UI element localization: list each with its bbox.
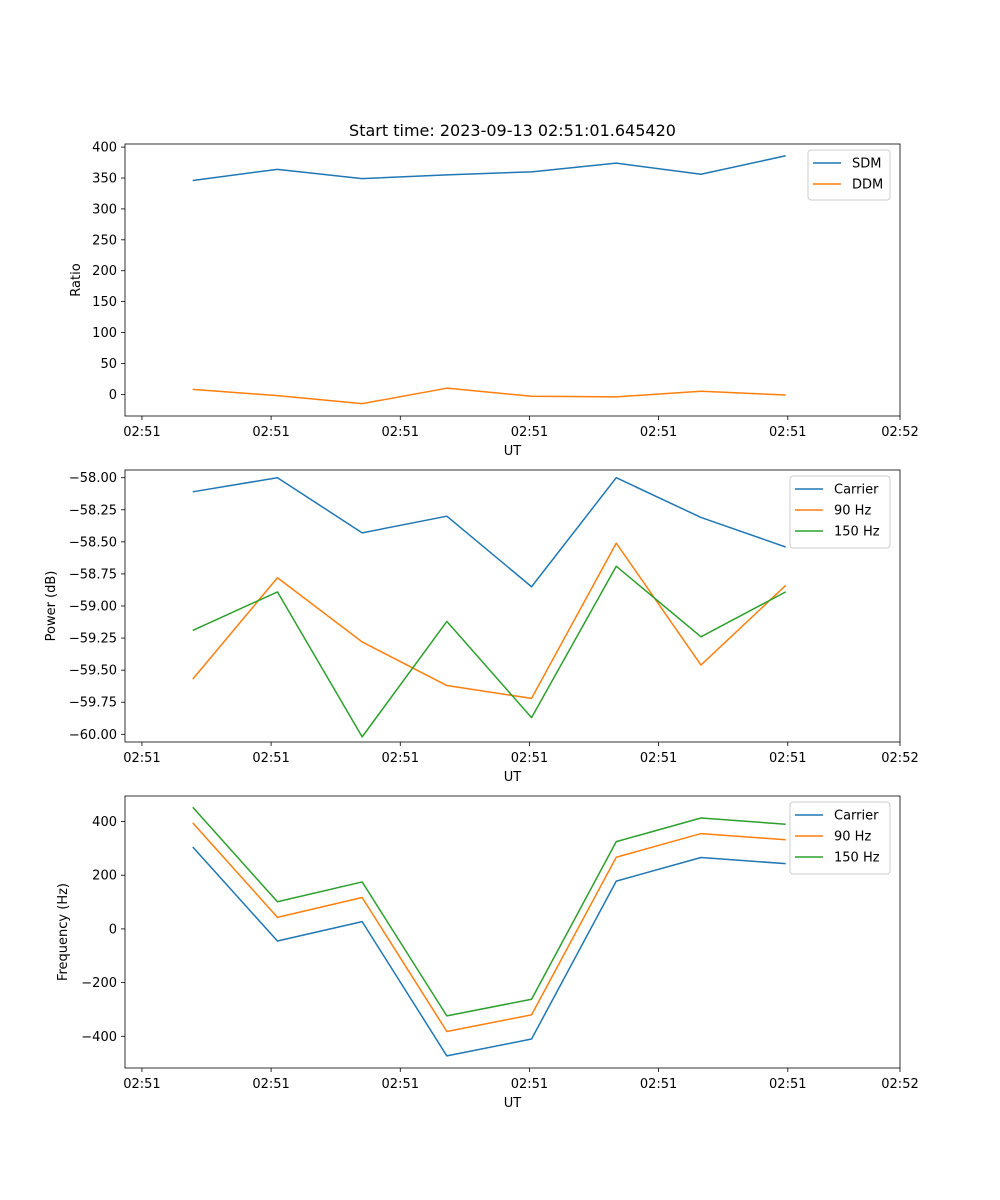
x-tick-label: 02:51 <box>511 425 548 440</box>
subplot-ratio: 02:51 02:51 02:51 02:51 02:51 02:51 02:52 0 50 10… <box>69 141 919 459</box>
y-tick-label: −59.25 <box>69 632 117 647</box>
legend-box <box>789 801 891 875</box>
series-line-carrier <box>192 476 786 588</box>
y-tick-label: 150 <box>92 295 117 310</box>
legend-label: Carrier <box>834 809 879 824</box>
series-line-90-hz <box>192 542 787 700</box>
legend: Carrier 90 Hz 150 Hz <box>789 801 891 875</box>
y-axis-label: Ratio <box>69 263 84 296</box>
y-tick-label: 400 <box>92 141 117 156</box>
x-tick-label: 02:51 <box>511 1077 548 1092</box>
x-tick-label: 02:52 <box>881 1077 918 1092</box>
y-tick-label: −59.75 <box>69 696 117 711</box>
y-tick-label: 200 <box>92 264 117 279</box>
y-tick-label: 250 <box>92 233 117 248</box>
x-tick-label: 02:51 <box>640 751 677 766</box>
x-axis-label: UT <box>504 1096 522 1111</box>
x-tick-label: 02:51 <box>252 425 289 440</box>
subplot-power: 02:51 02:51 02:51 02:51 02:51 02:51 02:52 −58.0… <box>44 469 919 785</box>
series-line-sdm <box>192 155 786 182</box>
series-line-90-hz <box>192 822 786 1033</box>
y-tick-label: 400 <box>92 815 117 830</box>
x-axis-label: UT <box>504 444 522 459</box>
x-tick-label: 02:51 <box>769 425 806 440</box>
legend-box <box>789 475 891 549</box>
legend-label: DDM <box>852 178 883 193</box>
legend-label: Carrier <box>834 483 879 498</box>
y-tick-label: 50 <box>100 357 117 372</box>
axes-frame <box>124 143 901 417</box>
x-tick-label: 02:51 <box>382 425 419 440</box>
y-tick-label: −58.25 <box>69 503 117 518</box>
x-tick-label: 02:52 <box>881 425 918 440</box>
legend-label: 150 Hz <box>834 851 880 866</box>
x-tick-label: 02:51 <box>769 1077 806 1092</box>
x-tick-label: 02:51 <box>123 751 160 766</box>
subplot-frequency: 02:51 02:51 02:51 02:51 02:51 02:51 02:52 −400 −… <box>56 795 919 1111</box>
axes-frame <box>124 795 901 1069</box>
x-tick-label: 02:51 <box>382 1077 419 1092</box>
y-tick-label: −58.00 <box>69 471 117 486</box>
y-axis-label: Frequency (Hz) <box>56 883 71 981</box>
series-line-carrier <box>192 846 786 1057</box>
figure-title: Start time: 2023-09-13 02:51:01.645420 <box>349 121 676 140</box>
y-tick-label: 300 <box>92 202 117 217</box>
x-tick-label: 02:51 <box>640 1077 677 1092</box>
legend: Carrier 90 Hz 150 Hz <box>789 475 891 549</box>
y-tick-label: −58.75 <box>69 567 117 582</box>
x-tick-label: 02:51 <box>252 1077 289 1092</box>
x-tick-label: 02:52 <box>881 751 918 766</box>
legend-label: 150 Hz <box>834 525 880 540</box>
series-line-ddm <box>192 387 786 405</box>
y-tick-label: 0 <box>109 922 117 937</box>
y-tick-label: −200 <box>81 976 117 991</box>
legend: SDM DDM <box>807 149 891 201</box>
x-tick-label: 02:51 <box>123 1077 160 1092</box>
series-line-150-hz <box>192 565 787 738</box>
x-tick-label: 02:51 <box>382 751 419 766</box>
legend-label: SDM <box>852 157 881 172</box>
legend-label: 90 Hz <box>834 504 871 519</box>
y-tick-label: 0 <box>109 388 117 403</box>
y-axis-label: Power (dB) <box>44 571 59 642</box>
series-line-150-hz <box>192 806 786 1017</box>
legend-label: 90 Hz <box>834 830 871 845</box>
y-tick-label: −60.00 <box>69 728 117 743</box>
x-tick-label: 02:51 <box>123 425 160 440</box>
axes-frame <box>124 469 901 743</box>
x-tick-label: 02:51 <box>252 751 289 766</box>
x-tick-label: 02:51 <box>511 751 548 766</box>
x-tick-label: 02:51 <box>769 751 806 766</box>
x-axis-label: UT <box>504 770 522 785</box>
y-tick-label: 100 <box>92 326 117 341</box>
y-tick-label: 350 <box>92 172 117 187</box>
y-tick-label: 200 <box>92 869 117 884</box>
y-tick-label: −400 <box>81 1030 117 1045</box>
y-tick-label: −58.50 <box>69 535 117 550</box>
y-tick-label: −59.50 <box>69 664 117 679</box>
x-tick-label: 02:51 <box>640 425 677 440</box>
y-tick-label: −59.00 <box>69 600 117 615</box>
